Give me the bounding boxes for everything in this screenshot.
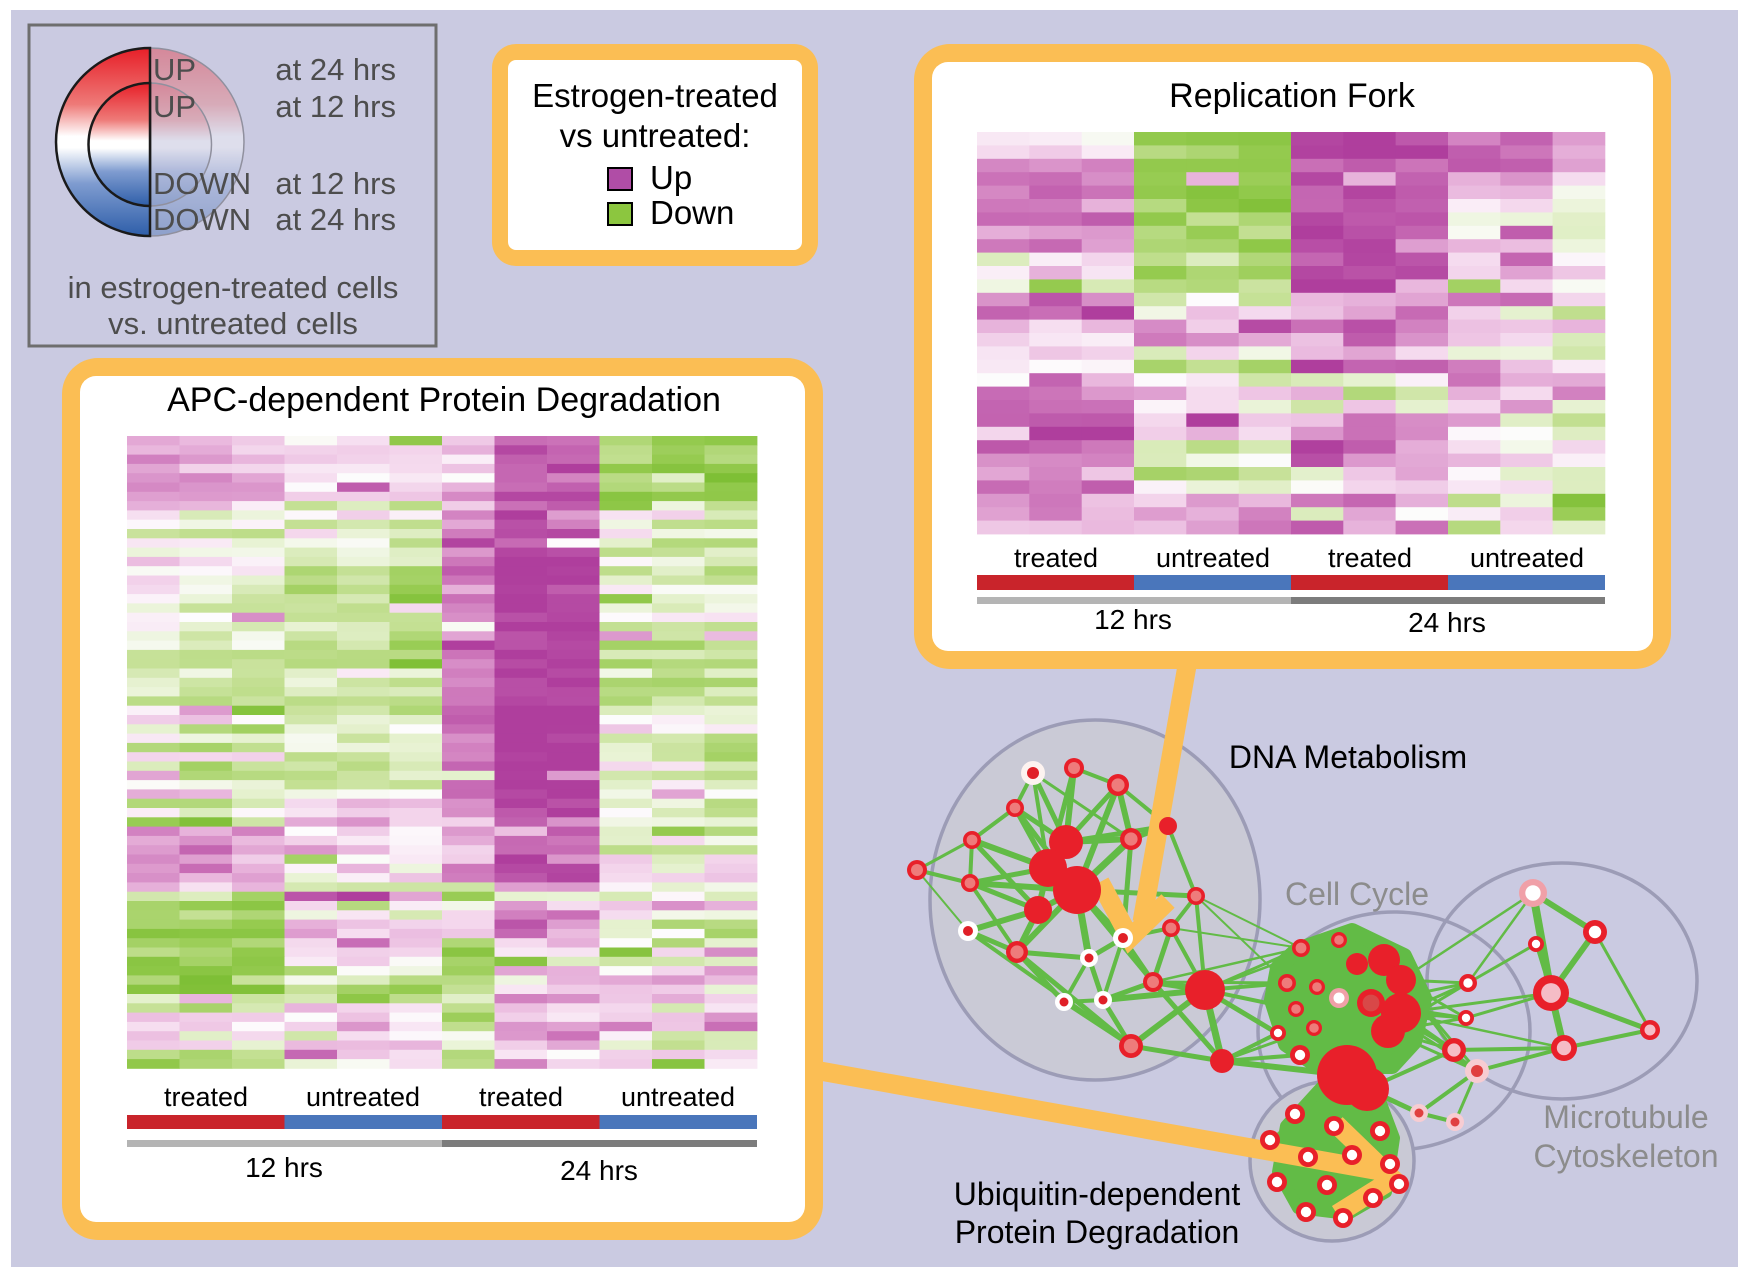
svg-text:12 hrs: 12 hrs xyxy=(245,1152,323,1183)
svg-text:at 24 hrs: at 24 hrs xyxy=(275,52,396,87)
svg-text:Microtubule: Microtubule xyxy=(1543,1099,1708,1135)
svg-text:treated: treated xyxy=(1014,543,1098,573)
svg-text:Estrogen-treated: Estrogen-treated xyxy=(532,77,778,114)
svg-text:Down: Down xyxy=(650,194,734,231)
svg-text:untreated: untreated xyxy=(621,1082,735,1112)
svg-text:24 hrs: 24 hrs xyxy=(560,1155,638,1186)
svg-text:Up: Up xyxy=(650,159,692,196)
svg-text:DOWN: DOWN xyxy=(153,202,251,237)
svg-text:in estrogen-treated cells: in estrogen-treated cells xyxy=(68,270,399,305)
svg-text:DOWN: DOWN xyxy=(153,166,251,201)
svg-text:treated: treated xyxy=(1328,543,1412,573)
svg-text:DNA Metabolism: DNA Metabolism xyxy=(1229,739,1467,775)
svg-text:treated: treated xyxy=(164,1082,248,1112)
svg-text:vs. untreated cells: vs. untreated cells xyxy=(108,306,358,341)
svg-text:24 hrs: 24 hrs xyxy=(1408,607,1486,638)
svg-text:Ubiquitin-dependent: Ubiquitin-dependent xyxy=(954,1176,1241,1212)
svg-text:untreated: untreated xyxy=(1156,543,1270,573)
svg-text:at 24 hrs: at 24 hrs xyxy=(275,202,396,237)
svg-text:untreated: untreated xyxy=(1470,543,1584,573)
svg-text:at 12 hrs: at 12 hrs xyxy=(275,89,396,124)
svg-text:UP: UP xyxy=(153,89,196,124)
svg-text:UP: UP xyxy=(153,52,196,87)
svg-text:untreated: untreated xyxy=(306,1082,420,1112)
svg-text:at 12 hrs: at 12 hrs xyxy=(275,166,396,201)
svg-text:APC-dependent Protein Degradat: APC-dependent Protein Degradation xyxy=(167,381,721,419)
svg-text:Cytoskeleton: Cytoskeleton xyxy=(1534,1138,1719,1174)
svg-text:treated: treated xyxy=(479,1082,563,1112)
svg-text:Cell Cycle: Cell Cycle xyxy=(1285,876,1429,912)
svg-text:Protein Degradation: Protein Degradation xyxy=(955,1214,1240,1250)
svg-text:12 hrs: 12 hrs xyxy=(1094,604,1172,635)
svg-text:vs untreated:: vs untreated: xyxy=(560,117,751,154)
svg-text:Replication Fork: Replication Fork xyxy=(1169,77,1416,115)
